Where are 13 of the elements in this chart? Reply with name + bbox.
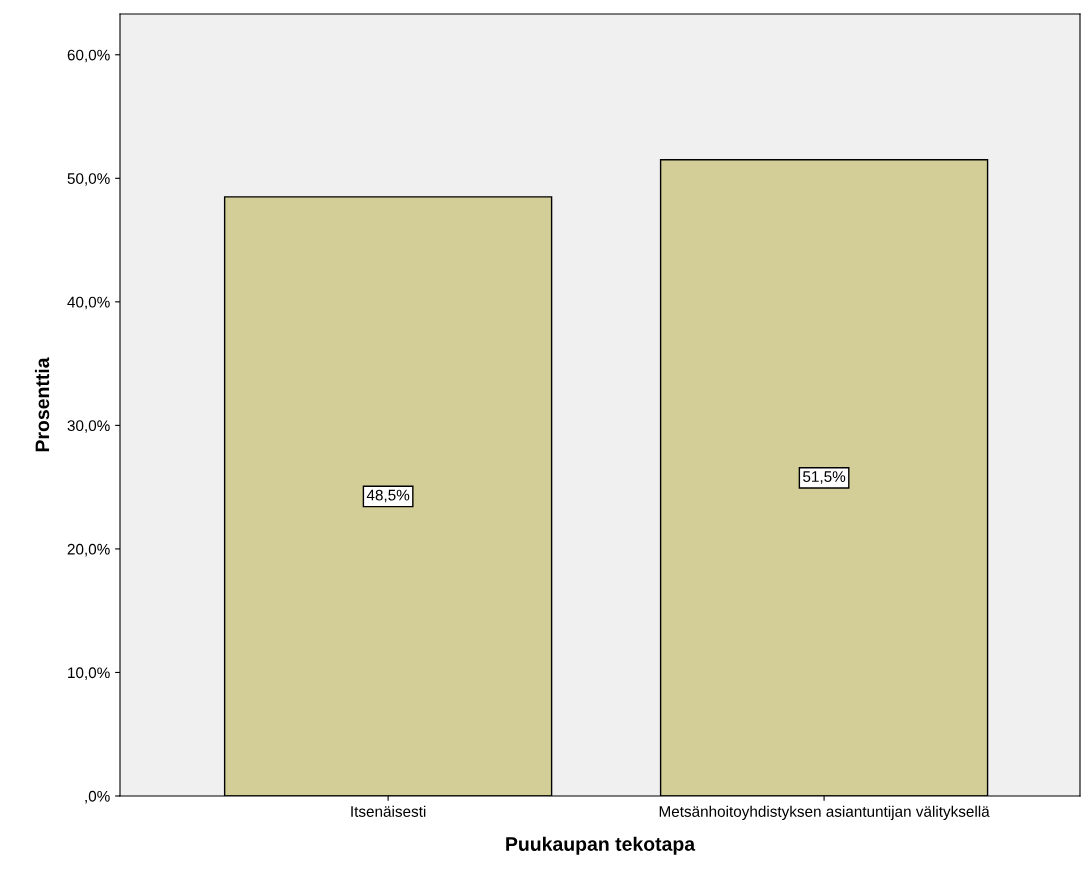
x-tick-label: Metsänhoitoyhdistyksen asiantuntijan välityksellä [659,805,990,820]
y-tick-label: 20,0% [67,543,110,557]
x-axis-title: Puukaupan tekotapa [506,836,696,855]
y-tick-label: 30,0% [67,420,110,433]
y-tick-label: ,0% [85,790,110,804]
data-label: 48,5% [366,489,410,503]
y-tick-label: 50,0% [67,173,110,186]
y-tick-label: 10,0% [68,667,110,680]
y-tick-label: 60,0% [67,49,110,63]
y-tick-label: 40,0% [67,296,110,310]
y-axis-title: Prosenttia [34,357,50,452]
x-tick-label: Itsenäisesti [351,805,426,817]
data-label: 51,5% [803,471,846,484]
